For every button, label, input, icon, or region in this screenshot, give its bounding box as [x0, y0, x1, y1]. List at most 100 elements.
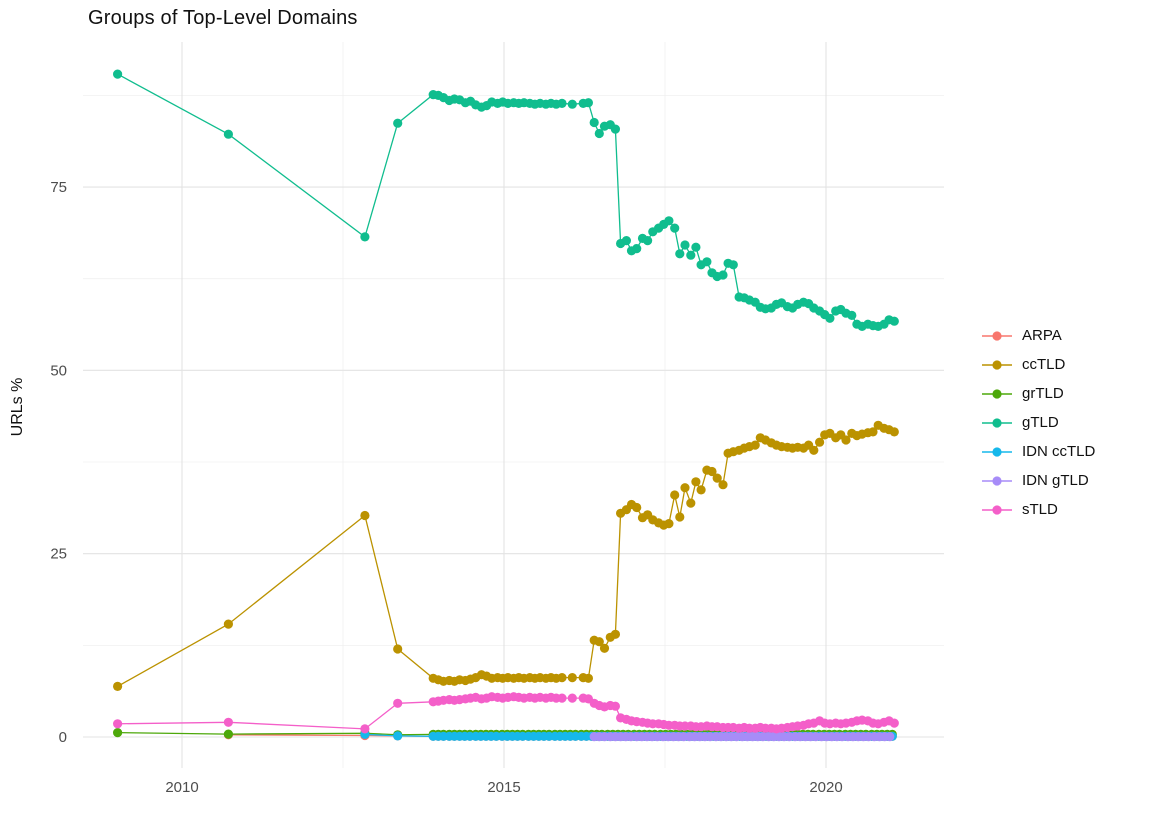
data-point [847, 310, 857, 320]
legend-key-dot [992, 504, 1002, 515]
data-point [589, 117, 599, 128]
legend-item-arpa: ARPA [981, 321, 1095, 350]
y-tick-label: 75 [50, 179, 67, 196]
legend-key-dot [992, 417, 1002, 428]
y-tick-label: 25 [50, 546, 67, 563]
data-point [680, 240, 690, 250]
data-point [664, 216, 674, 226]
legend-label: grTLD [1022, 385, 1064, 402]
data-point [223, 619, 233, 629]
series-gtld [113, 69, 899, 331]
data-point [702, 257, 712, 267]
data-point [360, 510, 370, 521]
data-point [113, 728, 123, 738]
x-tick-label: 2015 [487, 779, 520, 796]
data-point [670, 490, 680, 500]
data-point [610, 701, 621, 711]
data-point [223, 129, 233, 139]
series-stld [113, 692, 899, 734]
x-tick-label: 2010 [165, 779, 198, 796]
legend-label: ARPA [1022, 327, 1062, 344]
legend-label: sTLD [1022, 501, 1058, 518]
data-point [718, 270, 728, 280]
data-point [691, 242, 701, 252]
data-point [868, 427, 878, 437]
data-point [889, 718, 899, 728]
legend-key-dot [992, 446, 1002, 457]
data-point [557, 98, 567, 108]
legend-key-dot [992, 330, 1002, 341]
legend-item-cctld: ccTLD [981, 350, 1095, 379]
data-point [393, 698, 403, 708]
data-point [583, 98, 594, 108]
x-tick-label: 2020 [809, 779, 842, 796]
series-line [117, 424, 895, 687]
legend-key-dot [992, 388, 1002, 399]
data-point [696, 485, 706, 495]
series-idn-gtld [589, 732, 895, 742]
legend-key-icon [982, 388, 1012, 399]
legend-label: ccTLD [1022, 356, 1066, 373]
data-point [599, 643, 610, 653]
data-point [885, 732, 895, 742]
data-point [841, 435, 851, 445]
data-point [686, 250, 696, 260]
data-point [643, 236, 653, 246]
legend-item-idn-cctld: IDN ccTLD [981, 437, 1095, 466]
data-point [557, 693, 567, 703]
series-line [117, 73, 895, 328]
y-axis-title: URLs % [9, 377, 26, 437]
data-point [680, 483, 690, 493]
legend: ARPA ccTLD grTLD gTLD IDN ccTLD IDN gTLD sTLD [981, 321, 1095, 524]
data-point [594, 128, 604, 139]
data-point [718, 480, 728, 490]
data-point [223, 717, 233, 727]
data-point [360, 724, 370, 734]
data-point [632, 502, 642, 513]
data-point [393, 731, 403, 741]
gridlines [83, 42, 944, 768]
data-point [750, 440, 760, 450]
data-point [567, 673, 577, 683]
data-point [583, 673, 594, 683]
data-point [113, 69, 123, 79]
axis-labels: 0 25 50 75 2010 2015 2020 [50, 179, 842, 796]
data-point [664, 519, 674, 529]
legend-label: IDN gTLD [1022, 472, 1089, 489]
legend-key-dot [992, 475, 1002, 486]
series-cctld [113, 420, 899, 692]
legend-key-icon [982, 359, 1012, 370]
legend-item-gtld: gTLD [981, 408, 1095, 437]
chart-title: Groups of Top-Level Domains [88, 7, 358, 29]
data-point [567, 693, 577, 703]
data-point [728, 260, 738, 270]
data-point [815, 437, 825, 447]
data-point [594, 637, 604, 647]
legend-label: gTLD [1022, 414, 1059, 431]
data-point [557, 673, 567, 683]
legend-item-grtld: grTLD [981, 379, 1095, 408]
legend-item-stld: sTLD [981, 495, 1095, 524]
legend-key-icon [982, 330, 1012, 341]
legend-key-icon [982, 504, 1012, 515]
data-point [567, 99, 577, 109]
data-point [675, 249, 685, 259]
data-point [113, 719, 123, 729]
data-point [670, 223, 680, 233]
data-point [889, 316, 899, 326]
data-point [393, 644, 403, 654]
legend-key-icon [982, 446, 1012, 457]
data-point [610, 124, 621, 134]
y-tick-label: 50 [50, 362, 67, 379]
data-point [712, 473, 722, 483]
data-point [621, 236, 632, 246]
data-point [675, 512, 685, 522]
data-point [113, 681, 123, 692]
data-point [809, 445, 819, 455]
legend-label: IDN ccTLD [1022, 443, 1096, 460]
data-point [825, 313, 835, 323]
data-point [707, 466, 717, 477]
legend-item-idn-gtld: IDN gTLD [981, 466, 1095, 495]
